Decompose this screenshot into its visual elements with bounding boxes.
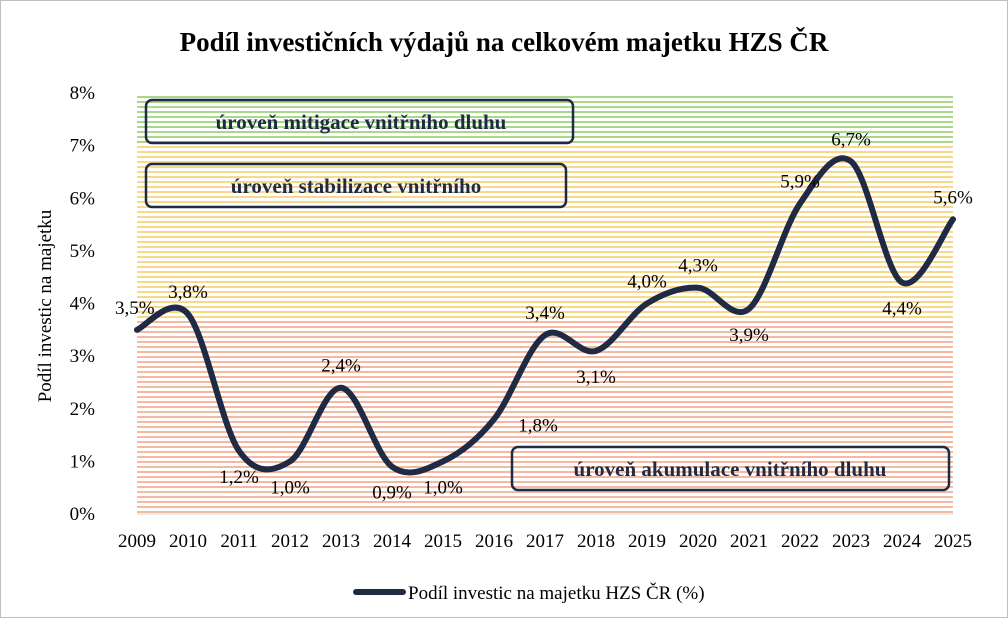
data-label: 3,1% [576, 367, 616, 388]
zone-band [137, 319, 953, 514]
y-tick-label: 6% [70, 188, 96, 209]
x-tick-label: 2015 [424, 531, 462, 552]
x-tick-label: 2010 [169, 531, 207, 552]
x-tick-label: 2025 [934, 531, 972, 552]
data-label: 4,0% [627, 272, 667, 293]
legend-label: Podíl investic na majetku HZS ČR (%) [408, 582, 705, 604]
y-tick-label: 8% [70, 83, 96, 104]
x-tick-label: 2011 [220, 531, 257, 552]
zone-label-box [510, 445, 951, 492]
data-label: 0,9% [372, 483, 412, 504]
y-tick-label: 7% [70, 136, 96, 157]
data-label: 5,9% [780, 172, 820, 193]
data-label: 1,0% [270, 477, 310, 498]
chart-title: Podíl investičních výdajů na celkovém ma… [180, 27, 829, 57]
x-tick-label: 2023 [832, 531, 870, 552]
data-label: 1,8% [518, 415, 558, 436]
x-tick-label: 2019 [628, 531, 666, 552]
data-label: 5,6% [933, 187, 973, 208]
data-label: 6,7% [831, 129, 871, 150]
y-tick-label: 2% [70, 399, 96, 420]
data-label: 1,2% [219, 467, 259, 488]
x-tick-label: 2022 [781, 531, 819, 552]
zone-label: úroveň stabilizace vnitřního [231, 174, 481, 198]
data-label: 3,4% [525, 303, 565, 324]
x-axis: 2009 2010 2011 2012 2013 2014 2015 2016 2017 2018… [118, 513, 972, 552]
y-axis: 0% 1% 2% 3% 4% 5% 6% 7% 8% [70, 83, 96, 525]
x-tick-label: 2018 [577, 531, 615, 552]
x-tick-label: 2013 [322, 531, 360, 552]
data-label: 1,0% [423, 477, 463, 498]
data-labels-layer: 3,5% 3,8% 1,2% 1,0% 2,4% 0,9% 1,0% 1,8% 3,4% 3,1%… [115, 129, 973, 503]
x-tick-label: 2012 [271, 531, 309, 552]
y-tick-label: 1% [70, 451, 96, 472]
zone-label: úroveň mitigace vnitřního dluhu [216, 110, 507, 134]
zone-labels-layer: úroveň mitigace vnitřního dluhu úroveň st… [144, 98, 951, 492]
y-tick-label: 5% [70, 241, 96, 262]
x-tick-label: 2014 [373, 531, 412, 552]
x-tick-label: 2009 [118, 531, 156, 552]
y-axis-title: Podíl investic na majetku [35, 209, 56, 402]
zone-band [137, 93, 953, 146]
x-tick-label: 2016 [475, 531, 513, 552]
y-tick-label: 0% [70, 504, 96, 525]
zone-label: úroveň akumulace vnitřního dluhu [574, 457, 887, 481]
legend: Podíl investic na majetku HZS ČR (%) [353, 582, 705, 604]
x-tick-label: 2021 [730, 531, 768, 552]
data-label: 3,5% [115, 298, 155, 319]
x-tick-label: 2024 [883, 531, 922, 552]
zone-label-box [144, 98, 575, 145]
data-label: 4,4% [882, 298, 922, 319]
zone-band [137, 145, 953, 320]
data-label: 3,9% [729, 325, 769, 346]
zone-label-box [144, 162, 568, 209]
series-layer [134, 155, 956, 476]
x-tick-label: 2017 [526, 531, 564, 552]
x-tick-label: 2020 [679, 531, 717, 552]
data-label: 3,8% [168, 282, 208, 303]
y-tick-label: 4% [70, 294, 96, 315]
data-label: 4,3% [678, 256, 718, 277]
data-label: 2,4% [321, 356, 361, 377]
y-tick-label: 3% [70, 346, 96, 367]
